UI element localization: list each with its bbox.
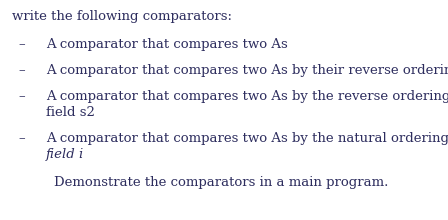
Text: –: – [18,38,25,51]
Text: field i: field i [46,148,84,161]
Text: field s2: field s2 [46,106,95,119]
Text: –: – [18,64,25,77]
Text: Demonstrate the comparators in a main program.: Demonstrate the comparators in a main pr… [54,176,388,189]
Text: A comparator that compares two As by the reverse ordering of: A comparator that compares two As by the… [46,90,448,103]
Text: A comparator that compares two As: A comparator that compares two As [46,38,288,51]
Text: –: – [18,90,25,103]
Text: –: – [18,132,25,145]
Text: A comparator that compares two As by their reverse ordering: A comparator that compares two As by the… [46,64,448,77]
Text: write the following comparators:: write the following comparators: [12,10,232,23]
Text: A comparator that compares two As by the natural ordering of: A comparator that compares two As by the… [46,132,448,145]
